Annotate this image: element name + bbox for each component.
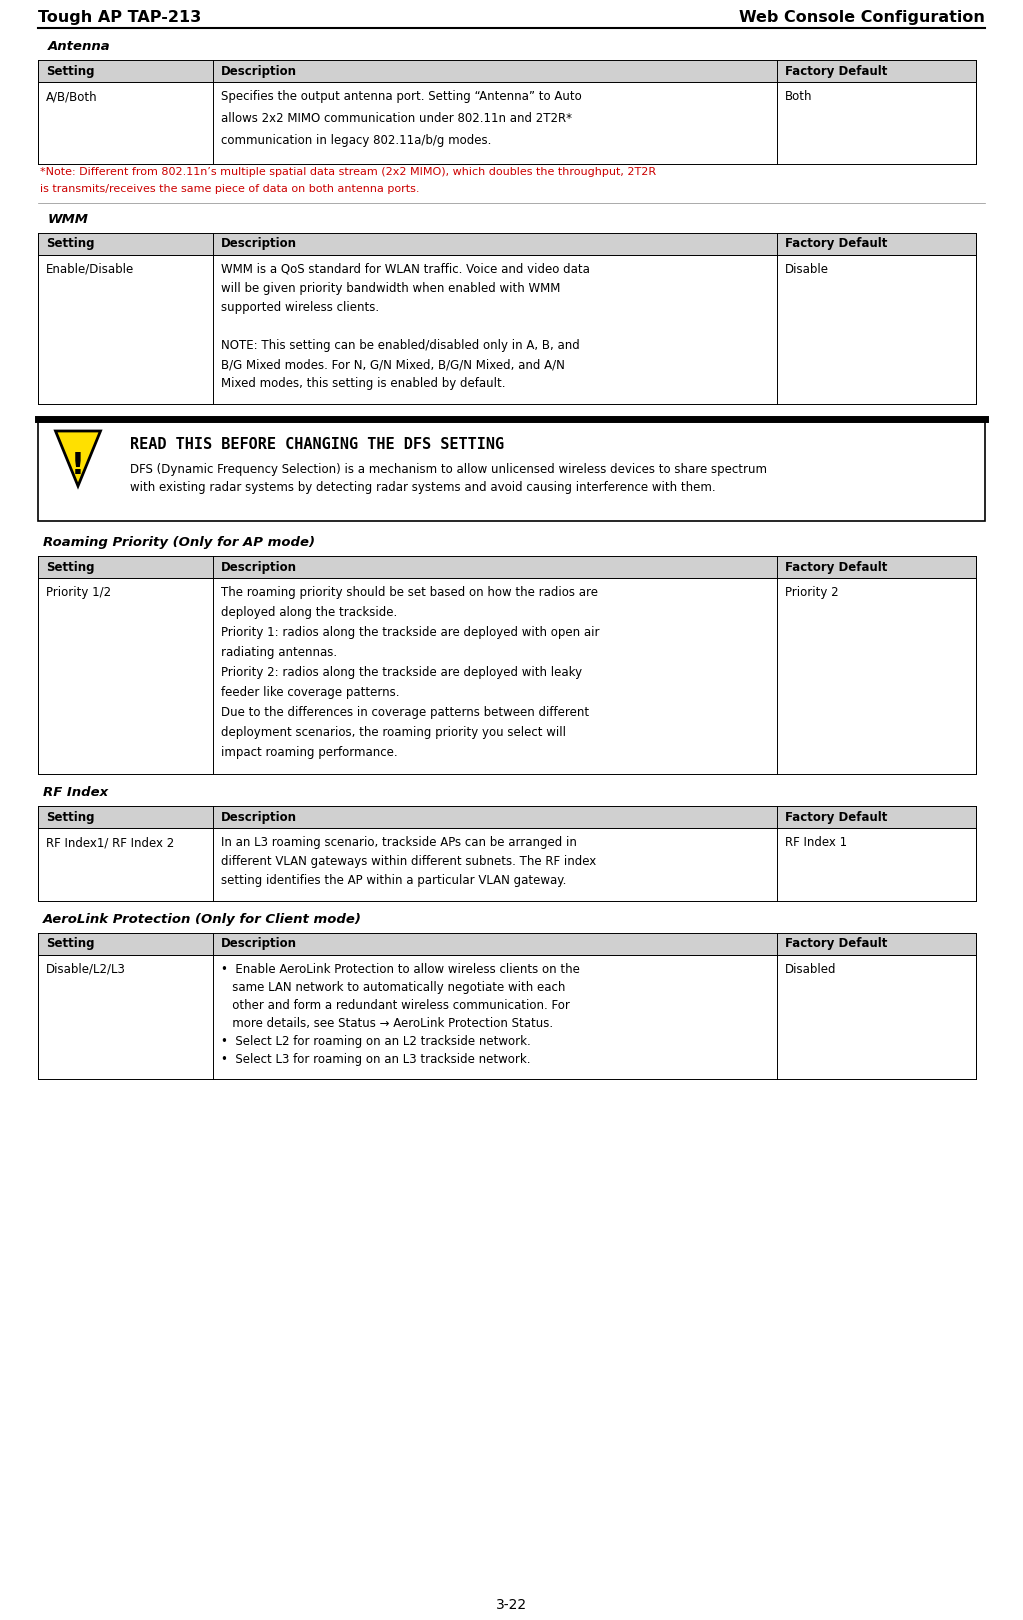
Text: •  Select L2 for roaming on an L2 trackside network.: • Select L2 for roaming on an L2 tracksi… xyxy=(221,1035,531,1048)
Text: •  Select L3 for roaming on an L3 trackside network.: • Select L3 for roaming on an L3 tracksi… xyxy=(221,1053,531,1066)
Bar xyxy=(38,956,976,1079)
Text: Roaming Priority (Only for AP mode): Roaming Priority (Only for AP mode) xyxy=(43,536,315,549)
Text: A/B/Both: A/B/Both xyxy=(46,91,97,104)
Text: Factory Default: Factory Default xyxy=(785,65,887,78)
Text: setting identifies the AP within a particular VLAN gateway.: setting identifies the AP within a parti… xyxy=(221,875,567,888)
Bar xyxy=(38,807,976,828)
Text: Factory Default: Factory Default xyxy=(785,938,887,951)
Text: Factory Default: Factory Default xyxy=(785,810,887,823)
Text: Description: Description xyxy=(221,938,298,951)
Text: Disable/L2/L3: Disable/L2/L3 xyxy=(46,962,126,975)
Text: Antenna: Antenna xyxy=(48,40,110,53)
Bar xyxy=(38,828,976,901)
Text: Priority 1: radios along the trackside are deployed with open air: Priority 1: radios along the trackside a… xyxy=(221,625,599,638)
Text: radiating antennas.: radiating antennas. xyxy=(221,646,338,659)
Text: communication in legacy 802.11a/b/g modes.: communication in legacy 802.11a/b/g mode… xyxy=(221,134,492,147)
Text: •  Enable AeroLink Protection to allow wireless clients on the: • Enable AeroLink Protection to allow wi… xyxy=(221,962,580,975)
Text: Description: Description xyxy=(221,561,298,573)
Text: other and form a redundant wireless communication. For: other and form a redundant wireless comm… xyxy=(221,1000,570,1012)
Text: In an L3 roaming scenario, trackside APs can be arranged in: In an L3 roaming scenario, trackside APs… xyxy=(221,836,577,849)
Text: The roaming priority should be set based on how the radios are: The roaming priority should be set based… xyxy=(221,586,598,599)
Text: READ THIS BEFORE CHANGING THE DFS SETTING: READ THIS BEFORE CHANGING THE DFS SETTIN… xyxy=(130,437,504,452)
Text: DFS (Dynamic Frequency Selection) is a mechanism to allow unlicensed wireless de: DFS (Dynamic Frequency Selection) is a m… xyxy=(130,463,767,476)
Bar xyxy=(38,254,976,403)
Text: WMM: WMM xyxy=(48,212,89,227)
Bar xyxy=(38,556,976,578)
Text: 3-22: 3-22 xyxy=(496,1597,527,1612)
Text: AeroLink Protection (Only for Client mode): AeroLink Protection (Only for Client mod… xyxy=(43,914,362,927)
Text: deployed along the trackside.: deployed along the trackside. xyxy=(221,606,398,619)
Text: Specifies the output antenna port. Setting “Antenna” to Auto: Specifies the output antenna port. Setti… xyxy=(221,91,582,104)
Text: Mixed modes, this setting is enabled by default.: Mixed modes, this setting is enabled by … xyxy=(221,377,505,390)
Text: Priority 2: Priority 2 xyxy=(785,586,838,599)
Bar xyxy=(38,933,976,956)
Text: Enable/Disable: Enable/Disable xyxy=(46,262,134,275)
Text: Description: Description xyxy=(221,810,298,823)
Text: same LAN network to automatically negotiate with each: same LAN network to automatically negoti… xyxy=(221,982,566,995)
Text: supported wireless clients.: supported wireless clients. xyxy=(221,301,380,314)
Text: Setting: Setting xyxy=(46,65,94,78)
Text: will be given priority bandwidth when enabled with WMM: will be given priority bandwidth when en… xyxy=(221,282,561,295)
Text: RF Index1/ RF Index 2: RF Index1/ RF Index 2 xyxy=(46,836,174,849)
Text: impact roaming performance.: impact roaming performance. xyxy=(221,745,398,760)
Text: Priority 2: radios along the trackside are deployed with leaky: Priority 2: radios along the trackside a… xyxy=(221,666,582,679)
Text: Setting: Setting xyxy=(46,938,94,951)
Polygon shape xyxy=(55,431,100,486)
Text: deployment scenarios, the roaming priority you select will: deployment scenarios, the roaming priori… xyxy=(221,726,566,739)
Text: Disable: Disable xyxy=(785,262,829,275)
Text: Setting: Setting xyxy=(46,810,94,823)
Text: !: ! xyxy=(71,450,85,480)
Bar xyxy=(38,233,976,254)
Text: more details, see Status → AeroLink Protection Status.: more details, see Status → AeroLink Prot… xyxy=(221,1017,553,1030)
Text: Priority 1/2: Priority 1/2 xyxy=(46,586,112,599)
Text: RF Index 1: RF Index 1 xyxy=(785,836,847,849)
Bar xyxy=(38,421,985,522)
Text: Web Console Configuration: Web Console Configuration xyxy=(740,10,985,24)
Text: Setting: Setting xyxy=(46,238,94,251)
Text: different VLAN gateways within different subnets. The RF index: different VLAN gateways within different… xyxy=(221,855,596,868)
Bar xyxy=(38,60,976,83)
Text: NOTE: This setting can be enabled/disabled only in A, B, and: NOTE: This setting can be enabled/disabl… xyxy=(221,339,580,352)
Text: WMM is a QoS standard for WLAN traffic. Voice and video data: WMM is a QoS standard for WLAN traffic. … xyxy=(221,262,590,275)
Text: RF Index: RF Index xyxy=(43,786,108,799)
Text: allows 2x2 MIMO communication under 802.11n and 2T2R*: allows 2x2 MIMO communication under 802.… xyxy=(221,112,572,125)
Text: Due to the differences in coverage patterns between different: Due to the differences in coverage patte… xyxy=(221,706,589,719)
Text: Disabled: Disabled xyxy=(785,962,836,975)
Text: Setting: Setting xyxy=(46,561,94,573)
Text: Factory Default: Factory Default xyxy=(785,238,887,251)
Text: Tough AP TAP-213: Tough AP TAP-213 xyxy=(38,10,202,24)
Text: Both: Both xyxy=(785,91,812,104)
Text: Description: Description xyxy=(221,65,298,78)
Text: with existing radar systems by detecting radar systems and avoid causing interfe: with existing radar systems by detecting… xyxy=(130,481,716,494)
Text: is transmits/receives the same piece of data on both antenna ports.: is transmits/receives the same piece of … xyxy=(40,185,419,194)
Text: *Note: Different from 802.11n’s multiple spatial data stream (2x2 MIMO), which d: *Note: Different from 802.11n’s multiple… xyxy=(40,167,656,177)
Text: Factory Default: Factory Default xyxy=(785,561,887,573)
Bar xyxy=(38,83,976,164)
Text: Description: Description xyxy=(221,238,298,251)
Text: B/G Mixed modes. For N, G/N Mixed, B/G/N Mixed, and A/N: B/G Mixed modes. For N, G/N Mixed, B/G/N… xyxy=(221,358,565,371)
Bar xyxy=(38,578,976,774)
Text: feeder like coverage patterns.: feeder like coverage patterns. xyxy=(221,685,400,698)
